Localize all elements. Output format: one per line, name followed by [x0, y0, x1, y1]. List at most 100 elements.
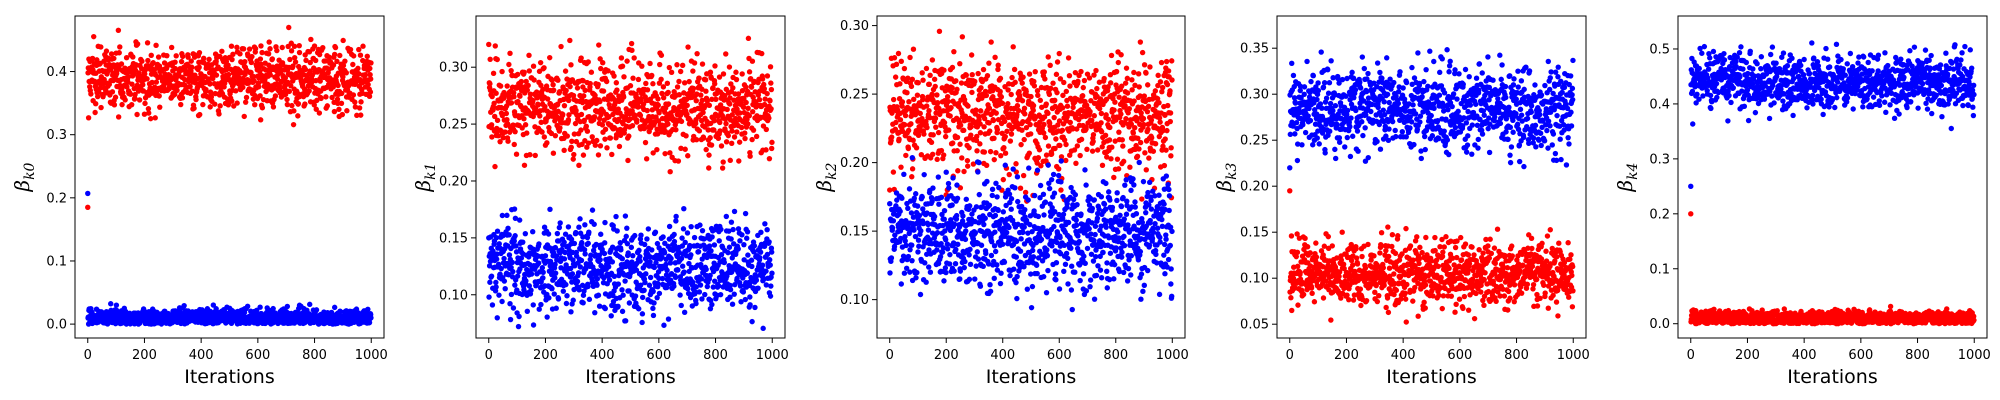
- data-point: [206, 56, 212, 63]
- data-point: [1108, 52, 1115, 59]
- data-point: [524, 130, 530, 136]
- data-point: [1051, 114, 1057, 121]
- data-point: [643, 80, 649, 87]
- data-point: [936, 28, 943, 35]
- data-point: [270, 305, 276, 312]
- data-point: [650, 305, 656, 312]
- data-point: [1065, 55, 1072, 61]
- data-point: [488, 273, 495, 279]
- data-point: [517, 93, 523, 99]
- data-point: [574, 278, 581, 285]
- data-point: [511, 238, 517, 244]
- data-point: [642, 279, 648, 286]
- data-point: [516, 313, 522, 320]
- data-point: [588, 69, 595, 75]
- data-point: [511, 93, 517, 100]
- data-point: [659, 275, 666, 282]
- data-point: [696, 289, 703, 295]
- y-axis-label-symbol: β: [10, 180, 34, 193]
- data-point: [229, 98, 235, 104]
- data-point: [981, 149, 988, 155]
- data-point: [334, 58, 340, 65]
- data-point: [552, 132, 559, 139]
- data-point: [763, 282, 769, 288]
- data-point: [246, 46, 253, 52]
- data-point: [940, 152, 947, 158]
- data-point: [627, 83, 634, 89]
- data-point: [978, 85, 984, 91]
- data-point: [307, 68, 313, 74]
- data-point: [661, 322, 667, 328]
- data-point: [511, 90, 517, 96]
- data-point: [256, 84, 262, 90]
- data-point: [768, 106, 774, 112]
- x-tick-label: 800: [703, 348, 728, 363]
- data-point: [505, 225, 511, 232]
- data-point: [313, 106, 319, 112]
- data-point: [658, 76, 664, 83]
- data-point: [691, 234, 698, 241]
- data-point: [737, 238, 743, 244]
- data-point: [549, 285, 555, 292]
- data-point: [740, 104, 747, 110]
- data-point: [1116, 129, 1122, 135]
- data-point: [755, 285, 761, 291]
- chart-panel-1: 0 200 400 600 800 10000.100.150.200.250.30Ite…: [411, 15, 789, 388]
- data-point: [125, 74, 131, 80]
- y-tick-label: 0.0: [46, 318, 67, 333]
- data-point: [997, 75, 1004, 82]
- data-point: [643, 156, 650, 162]
- data-point: [619, 63, 626, 69]
- data-point: [493, 256, 500, 262]
- data-point: [1005, 87, 1011, 93]
- data-point: [331, 304, 338, 311]
- data-point: [499, 112, 506, 119]
- data-point: [707, 69, 714, 75]
- data-point: [124, 84, 130, 90]
- data-point: [905, 127, 912, 134]
- data-point: [645, 226, 652, 232]
- data-point: [85, 204, 91, 211]
- data-point: [308, 36, 314, 43]
- data-point: [644, 236, 650, 242]
- data-point: [508, 100, 515, 106]
- data-point: [748, 84, 755, 90]
- data-point: [1020, 74, 1026, 80]
- data-point: [929, 91, 935, 98]
- data-point: [561, 102, 568, 109]
- data-point: [527, 91, 534, 97]
- data-point: [651, 300, 657, 306]
- data-point: [85, 115, 92, 121]
- data-point: [518, 78, 525, 85]
- data-point: [949, 85, 955, 91]
- data-point: [506, 61, 512, 68]
- data-point: [366, 93, 373, 100]
- data-point: [602, 136, 608, 142]
- data-point: [547, 54, 553, 61]
- data-point: [289, 102, 295, 109]
- x-tick-label: 1000: [756, 348, 789, 363]
- data-point: [561, 256, 568, 262]
- data-point: [760, 325, 766, 332]
- data-point: [200, 101, 206, 108]
- data-point: [623, 233, 629, 240]
- data-point: [1081, 77, 1088, 84]
- data-point: [955, 168, 961, 174]
- data-point: [591, 221, 597, 227]
- data-point: [368, 315, 374, 321]
- data-point: [339, 111, 346, 118]
- data-point: [1136, 84, 1142, 90]
- data-point: [997, 88, 1003, 95]
- data-point: [344, 108, 350, 114]
- data-point: [959, 34, 966, 40]
- data-point: [1015, 107, 1022, 114]
- data-point: [919, 70, 925, 76]
- data-point: [544, 140, 550, 146]
- data-point: [983, 92, 990, 99]
- data-point: [528, 287, 534, 293]
- data-point: [730, 226, 736, 233]
- data-point: [279, 44, 285, 51]
- data-point: [263, 67, 269, 73]
- data-point: [511, 206, 518, 212]
- data-point: [1105, 116, 1112, 123]
